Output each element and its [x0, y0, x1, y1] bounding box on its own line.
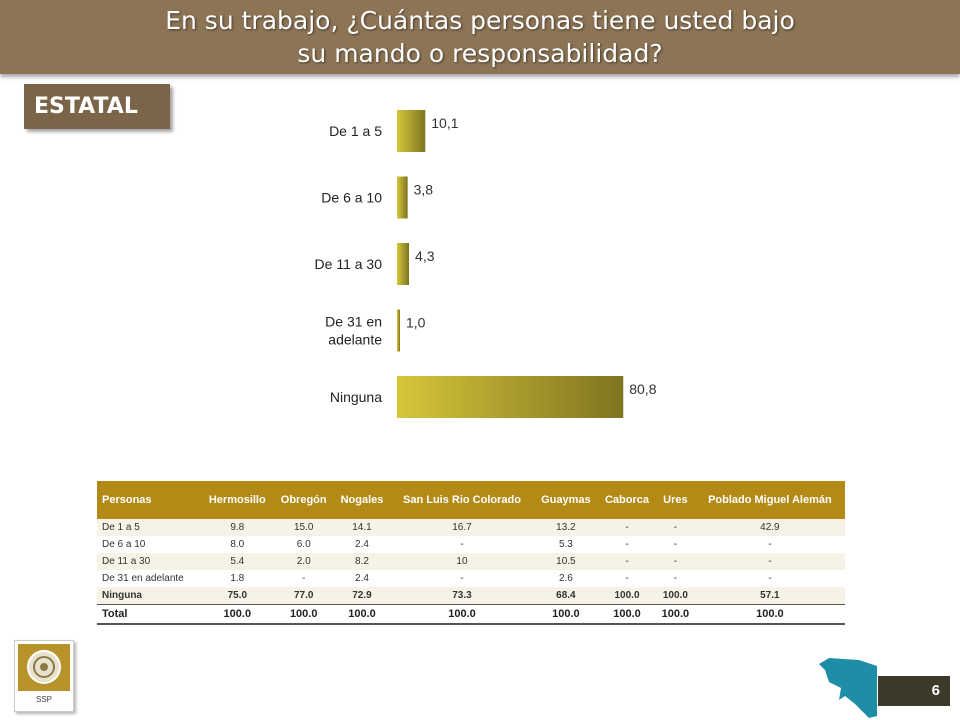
table-header-cell: San Luis Rio Colorado [390, 481, 534, 519]
data-label: 80,8 [629, 381, 656, 397]
table-cell: 100.0 [200, 604, 274, 625]
title-line-2: su mando o responsabilidad? [297, 39, 663, 68]
table-cell: 15.0 [273, 519, 334, 536]
category-label: Ninguna [330, 389, 382, 405]
table-cell: 68.4 [533, 587, 599, 605]
table-cell: 2.0 [273, 553, 334, 570]
table-cell: 14.1 [333, 519, 391, 536]
table-cell: 2.4 [333, 536, 391, 553]
table-cell: - [655, 570, 695, 587]
data-label: 10,1 [431, 115, 458, 131]
table-cell: 8.0 [200, 536, 274, 553]
table-cell: - [273, 570, 334, 587]
table-cell: 100.0 [694, 604, 845, 625]
table-row: De 11 a 30 5.4 2.0 8.2 10 10.5- - - [97, 553, 845, 570]
table-cell: 10.5 [533, 553, 599, 570]
bar [397, 243, 410, 285]
bar [397, 376, 624, 418]
data-label: 3,8 [414, 182, 434, 198]
table-header-cell: Ures [655, 481, 695, 519]
table-cell: 57.1 [694, 587, 845, 605]
table-cell: - [390, 536, 534, 553]
table-header-cell: Nogales [333, 481, 391, 519]
table-cell: 42.9 [694, 519, 845, 536]
table-cell: - [694, 536, 845, 553]
table-cell: - [655, 536, 695, 553]
table-cell: 5.4 [200, 553, 274, 570]
ssp-seal-icon [18, 644, 70, 691]
table-header-cell: Guaymas [533, 481, 599, 519]
table-cell: 100.0 [655, 604, 695, 625]
table-cell: - [598, 553, 656, 570]
data-table: Personas Hermosillo Obregón Nogales San Luis… [97, 481, 845, 625]
table-header-cell: Obregón [273, 481, 334, 519]
table-header-cell: Poblado Miguel Alemán [694, 481, 845, 519]
table-row: Ninguna 75.0 77.0 72.9 73.3 68.4 100.0 100.0 57.… [97, 587, 845, 605]
title-line-1: En su trabajo, ¿Cuántas personas tiene u… [165, 6, 795, 35]
ssp-logo: SSP [14, 640, 74, 712]
title-bar: En su trabajo, ¿Cuántas personas tiene u… [0, 0, 960, 74]
table-cell: 8.2 [333, 553, 391, 570]
table-cell: De 1 a 5 [97, 519, 201, 536]
table-cell: - [655, 553, 695, 570]
data-label: 1,0 [406, 315, 426, 331]
logo-label: SSP [35, 695, 52, 704]
bar [397, 309, 400, 352]
table-cell: 100.0 [390, 604, 534, 625]
table-cell: 73.3 [390, 587, 534, 605]
table-cell: 13.2 [533, 519, 599, 536]
category-label: De 1 a 5 [329, 123, 382, 139]
table-header-cell: Caborca [598, 481, 656, 519]
bar [397, 110, 426, 152]
table-cell: 72.9 [333, 587, 391, 605]
table-cell: - [598, 519, 656, 536]
table-cell: - [598, 570, 656, 587]
table-cell: 2.6 [533, 570, 599, 587]
category-label: De 31 en adelante [325, 314, 382, 348]
table-cell: 100.0 [655, 587, 695, 605]
section-badge: ESTATAL [24, 84, 170, 129]
table-row: De 1 a 5 9.8 15.0 14.1 16.7 13.2- -42.9 [97, 519, 845, 536]
table-cell: 5.3 [533, 536, 599, 553]
table-cell: De 6 a 10 [97, 536, 201, 553]
table-cell: Total [97, 604, 201, 625]
page-number: 6 [878, 676, 950, 706]
table-cell: De 11 a 30 [97, 553, 201, 570]
page-title: En su trabajo, ¿Cuántas personas tiene u… [0, 4, 960, 70]
table-row: De 31 en adelante 1.8-2.4-2.6- - - [97, 570, 845, 587]
table-header-cell: Personas [97, 481, 201, 519]
table-cell: De 31 en adelante [97, 570, 201, 587]
table-cell: 2.4 [333, 570, 391, 587]
table-cell: 1.8 [200, 570, 274, 587]
table-cell: 100.0 [273, 604, 334, 625]
table-cell: - [694, 553, 845, 570]
table-cell: - [598, 536, 656, 553]
table-cell: 100.0 [333, 604, 391, 625]
table-header-cell: Hermosillo [200, 481, 274, 519]
table-cell: Ninguna [97, 587, 201, 605]
table-cell: 100.0 [598, 587, 656, 605]
table-cell: - [390, 570, 534, 587]
table-row: De 6 a 10 8.0 6.0 2.4-5.3- - - [97, 536, 845, 553]
table-header-row: Personas Hermosillo Obregón Nogales San Luis… [97, 481, 845, 519]
category-label: De 6 a 10 [321, 190, 382, 206]
table-cell: - [655, 519, 695, 536]
table-cell: 9.8 [200, 519, 274, 536]
bar-chart: 10,1 De 1 a 5 3,8 De 6 a 10 4,3 De 11 a 30 1,0… [315, 110, 657, 418]
table-cell: 77.0 [273, 587, 334, 605]
data-label: 4,3 [415, 248, 435, 264]
table-row: Total 100.0 100.0 100.0 100.0 100.0 100.0 100.0… [97, 604, 845, 625]
table-cell: 75.0 [200, 587, 274, 605]
category-label: De 11 a 30 [315, 256, 383, 272]
table-cell: 10 [390, 553, 534, 570]
table-cell: - [694, 570, 845, 587]
table-cell: 6.0 [273, 536, 334, 553]
bar [397, 176, 408, 219]
sonora-map-icon [819, 658, 877, 718]
table-cell: 16.7 [390, 519, 534, 536]
table-cell: 100.0 [598, 604, 656, 625]
table-cell: 100.0 [533, 604, 599, 625]
